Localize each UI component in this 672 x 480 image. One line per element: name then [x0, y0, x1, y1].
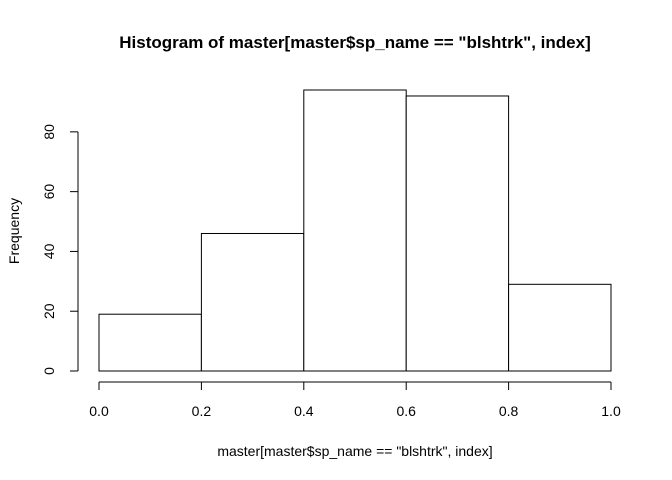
histogram-bar-2 [200, 232, 305, 372]
x-axis: 0.0 0.2 0.4 0.6 0.8 1.0 [89, 381, 621, 419]
y-tick-label: 40 [41, 243, 57, 259]
histogram-bar-1 [98, 313, 202, 372]
x-tick-label: 0.6 [396, 403, 416, 419]
x-tick-label: 0.4 [294, 403, 314, 419]
y-tick-label: 60 [41, 184, 57, 200]
histogram-bar-4 [405, 95, 510, 372]
histogram-bar-5 [508, 283, 612, 372]
x-tick-label: 0.8 [499, 403, 519, 419]
y-axis: 0 20 40 60 80 [41, 124, 79, 375]
x-tick-label: 0.0 [89, 403, 109, 419]
x-tick-label: 1.0 [601, 403, 621, 419]
y-tick-label: 0 [41, 367, 57, 375]
x-tick-label: 0.2 [192, 403, 212, 419]
chart-title: Histogram of master[master$sp_name == "b… [119, 33, 591, 52]
y-tick-label: 20 [41, 303, 57, 319]
histogram-bar-3 [303, 89, 407, 372]
bars-group [98, 89, 612, 372]
y-axis-label: Frequency [6, 198, 22, 264]
y-tick-label: 80 [41, 124, 57, 140]
x-axis-label: master[master$sp_name == "blshtrk", inde… [217, 443, 492, 459]
